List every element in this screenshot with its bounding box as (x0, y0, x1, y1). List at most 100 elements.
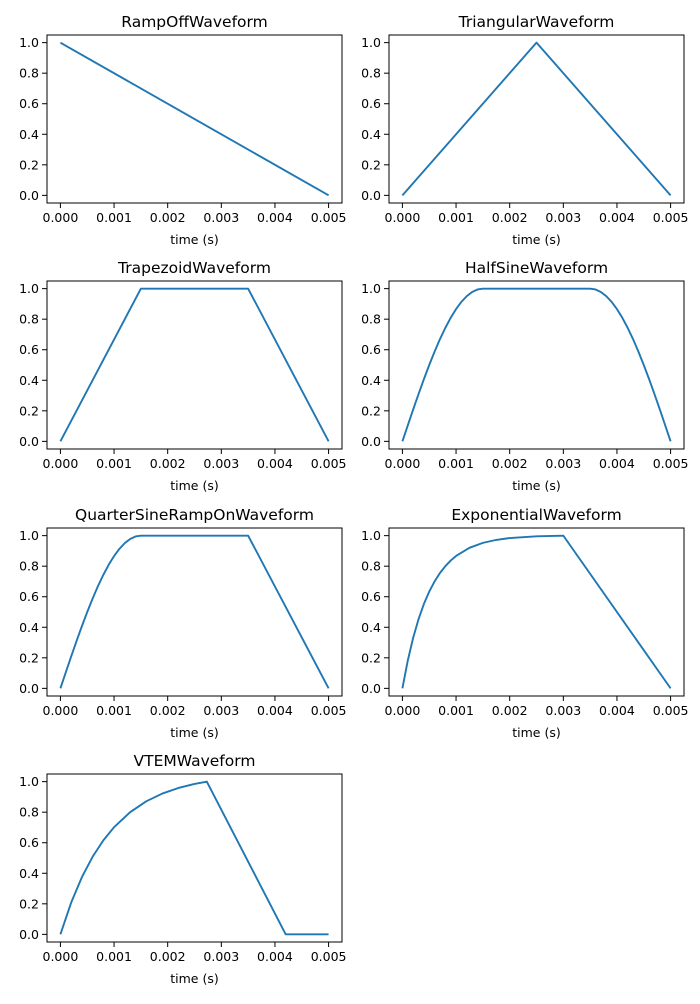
x-tick-label: 0.003 (203, 210, 239, 225)
x-tick-label: 0.003 (545, 456, 581, 471)
y-tick-label: 0.6 (19, 96, 39, 111)
x-tick-label: 0.000 (43, 949, 79, 964)
x-tick-label: 0.003 (545, 210, 581, 225)
axes-frame (388, 34, 685, 204)
subplot: TrapezoidWaveform 0.000 0.001 0.002 0.003 0.0… (19, 259, 346, 493)
x-tick-label: 0.004 (257, 703, 293, 718)
y-tick-label: 0.0 (19, 188, 39, 203)
x-tick-label: 0.005 (653, 210, 689, 225)
subplot: VTEMWaveform 0.000 0.001 0.002 0.003 0.004 0.0… (19, 752, 346, 986)
y-tick-label: 0.0 (361, 188, 381, 203)
subplot-title: TrapezoidWaveform (117, 259, 271, 277)
y-tick-label: 0.4 (19, 620, 39, 635)
subplot: HalfSineWaveform 0.000 0.001 0.002 0.003 0.00… (361, 259, 688, 493)
y-tick-label: 0.8 (19, 312, 39, 327)
y-tick-label: 0.2 (19, 650, 39, 665)
subplot: TriangularWaveform 0.000 0.001 0.002 0.003 0.… (361, 13, 688, 247)
axes-frame (46, 280, 343, 450)
x-axis-label: time (s) (170, 232, 218, 247)
axes-frame (46, 773, 343, 943)
x-tick-label: 0.005 (653, 456, 689, 471)
y-tick-label: 0.8 (19, 66, 39, 81)
x-tick-label: 0.003 (203, 456, 239, 471)
x-tick-label: 0.004 (257, 949, 293, 964)
x-tick-label: 0.002 (492, 703, 528, 718)
subplot-title: VTEMWaveform (134, 752, 256, 770)
y-tick-label: 1.0 (361, 35, 381, 50)
y-tick-label: 0.2 (19, 403, 39, 418)
x-tick-label: 0.004 (257, 210, 293, 225)
series-line (401, 41, 672, 196)
y-tick-label: 0.8 (361, 66, 381, 81)
axes-frame (46, 527, 343, 697)
y-tick-label: 0.6 (361, 342, 381, 357)
x-axis-label: time (s) (512, 725, 560, 740)
x-tick-label: 0.000 (43, 456, 79, 471)
subplot-title: HalfSineWaveform (465, 259, 608, 277)
series-line (59, 287, 330, 442)
x-tick-label: 0.004 (599, 703, 635, 718)
x-tick-label: 0.001 (438, 456, 474, 471)
x-tick-label: 0.002 (150, 703, 186, 718)
axes-frame (388, 527, 685, 697)
x-tick-label: 0.001 (96, 949, 132, 964)
y-tick-label: 0.4 (361, 620, 381, 635)
x-tick-label: 0.001 (96, 456, 132, 471)
y-tick-label: 0.4 (361, 127, 381, 142)
x-tick-label: 0.001 (438, 703, 474, 718)
x-tick-label: 0.004 (599, 456, 635, 471)
y-tick-label: 0.2 (19, 896, 39, 911)
x-axis-label: time (s) (512, 478, 560, 493)
y-tick-label: 0.8 (19, 559, 39, 574)
x-tick-label: 0.005 (311, 456, 347, 471)
y-tick-label: 0.6 (361, 96, 381, 111)
series-line (401, 534, 672, 689)
y-tick-label: 0.0 (19, 434, 39, 449)
subplot: QuarterSineRampOnWaveform 0.000 0.001 0.002… (19, 506, 346, 740)
subplot-title: QuarterSineRampOnWaveform (75, 506, 314, 524)
x-axis-label: time (s) (170, 971, 218, 986)
x-tick-label: 0.002 (492, 456, 528, 471)
x-tick-label: 0.003 (203, 949, 239, 964)
x-tick-label: 0.000 (43, 703, 79, 718)
x-tick-label: 0.001 (96, 703, 132, 718)
y-tick-label: 0.2 (361, 403, 381, 418)
x-tick-label: 0.000 (385, 456, 421, 471)
x-tick-label: 0.000 (385, 210, 421, 225)
y-tick-label: 1.0 (19, 281, 39, 296)
y-tick-label: 0.8 (19, 805, 39, 820)
y-tick-label: 0.2 (361, 157, 381, 172)
subplot-title: TriangularWaveform (458, 13, 615, 31)
x-tick-label: 0.002 (150, 456, 186, 471)
x-tick-label: 0.005 (311, 949, 347, 964)
subplot: RampOffWaveform 0.000 0.001 0.002 0.003 0.004… (19, 13, 346, 247)
subplot-title: RampOffWaveform (121, 13, 267, 31)
y-tick-label: 0.6 (19, 589, 39, 604)
y-tick-label: 0.4 (19, 373, 39, 388)
y-tick-label: 0.2 (361, 650, 381, 665)
x-axis-label: time (s) (170, 478, 218, 493)
y-tick-label: 1.0 (19, 528, 39, 543)
x-tick-label: 0.001 (438, 210, 474, 225)
x-tick-label: 0.002 (492, 210, 528, 225)
y-tick-label: 0.4 (19, 866, 39, 881)
y-tick-label: 0.0 (361, 681, 381, 696)
x-tick-label: 0.003 (203, 703, 239, 718)
y-tick-label: 1.0 (19, 35, 39, 50)
y-tick-label: 1.0 (361, 528, 381, 543)
series-line (59, 780, 329, 936)
y-tick-label: 1.0 (19, 774, 39, 789)
subplot-title: ExponentialWaveform (451, 506, 621, 524)
x-axis-label: time (s) (512, 232, 560, 247)
x-tick-label: 0.002 (150, 210, 186, 225)
y-tick-label: 0.4 (361, 373, 381, 388)
x-tick-label: 0.004 (599, 210, 635, 225)
y-tick-label: 0.4 (19, 127, 39, 142)
y-tick-label: 0.6 (19, 835, 39, 850)
series-line (59, 534, 330, 689)
x-tick-label: 0.000 (43, 210, 79, 225)
axes-frame (46, 34, 343, 204)
x-tick-label: 0.002 (150, 949, 186, 964)
y-tick-label: 0.8 (361, 559, 381, 574)
